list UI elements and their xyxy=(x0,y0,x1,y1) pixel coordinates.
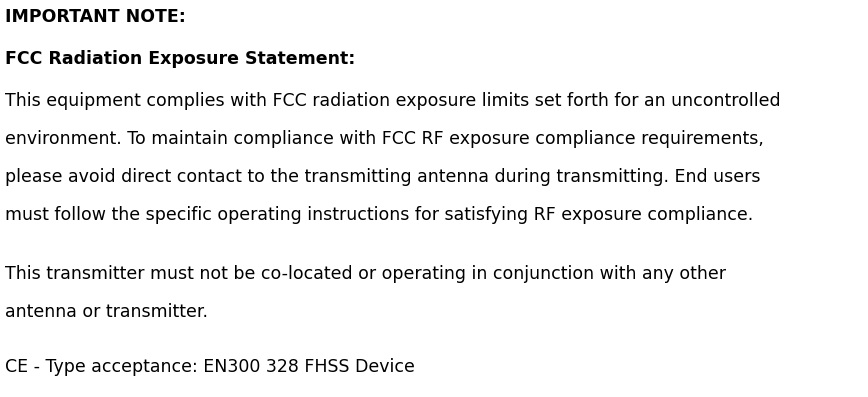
Text: must follow the specific operating instructions for satisfying RF exposure compl: must follow the specific operating instr… xyxy=(5,206,753,224)
Text: This transmitter must not be co-located or operating in conjunction with any oth: This transmitter must not be co-located … xyxy=(5,265,726,283)
Text: This equipment complies with FCC radiation exposure limits set forth for an unco: This equipment complies with FCC radiati… xyxy=(5,92,780,110)
Text: antenna or transmitter.: antenna or transmitter. xyxy=(5,303,208,321)
Text: environment. To maintain compliance with FCC RF exposure compliance requirements: environment. To maintain compliance with… xyxy=(5,130,764,148)
Text: FCC Radiation Exposure Statement:: FCC Radiation Exposure Statement: xyxy=(5,50,355,68)
Text: CE - Type acceptance: EN300 328 FHSS Device: CE - Type acceptance: EN300 328 FHSS Dev… xyxy=(5,358,415,376)
Text: please avoid direct contact to the transmitting antenna during transmitting. End: please avoid direct contact to the trans… xyxy=(5,168,760,186)
Text: IMPORTANT NOTE:: IMPORTANT NOTE: xyxy=(5,8,186,26)
